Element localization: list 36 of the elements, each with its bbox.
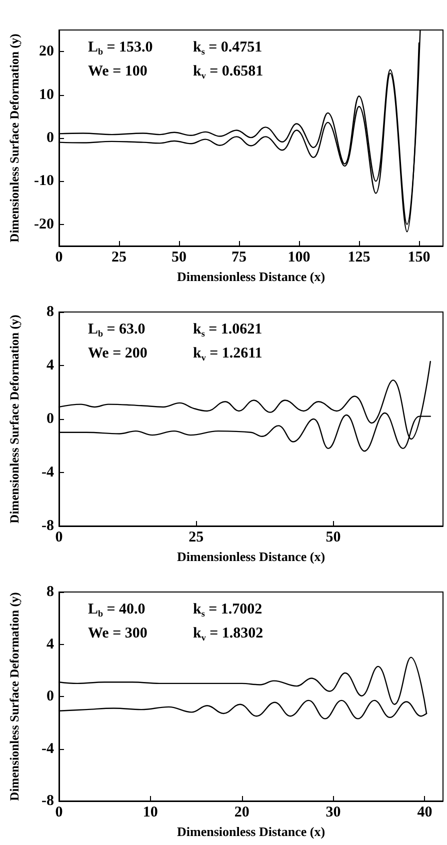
x-axis-title: Dimensionless Distance (x)	[176, 548, 326, 564]
y-tick-label: -4	[42, 740, 54, 757]
x-tick-label: 20	[234, 804, 250, 820]
x-tick-label: 50	[172, 250, 186, 266]
x-tick-label: 75	[232, 250, 246, 266]
x-tick-label: 25	[188, 530, 204, 546]
y-axis-title: Dimensionless Surface Deformation (y)	[8, 314, 22, 524]
x-tick-label: 10	[142, 804, 158, 820]
y-tick-label: 0	[46, 688, 54, 704]
x-tick-label: 30	[326, 804, 341, 820]
y-axis-title: Dimensionless Surface Deformation (y)	[8, 592, 22, 801]
y-axis-title: Dimensionless Surface Deformation (y)	[8, 34, 22, 242]
x-tick-label: 40	[417, 804, 432, 820]
x-axis-title: Dimensionless Distance (x)	[176, 268, 326, 284]
x-tick-label: 25	[112, 250, 126, 266]
y-tick-label: 8	[46, 304, 54, 320]
y-tick-label: 10	[39, 86, 54, 103]
y-tick-label: -10	[34, 173, 54, 190]
annotation: We = 200	[88, 346, 148, 362]
y-tick-label: 0	[46, 411, 54, 427]
x-tick-label: 100	[288, 250, 310, 266]
y-tick-label: 8	[46, 584, 54, 600]
y-tick-label: -8	[42, 793, 54, 809]
x-tick-label: 150	[408, 250, 430, 266]
annotation: We = 300	[88, 626, 148, 642]
x-axis-title: Dimensionless Distance (x)	[176, 824, 326, 839]
y-tick-label: 20	[39, 44, 54, 60]
x-tick-label: 50	[326, 530, 341, 546]
y-tick-label: -8	[42, 518, 54, 534]
y-tick-label: -20	[34, 216, 54, 232]
x-tick-label: 125	[348, 250, 370, 266]
y-tick-label: 0	[46, 130, 54, 146]
annotation: We = 100	[88, 64, 148, 80]
y-tick-label: 4	[46, 636, 54, 652]
y-tick-label: -4	[42, 464, 54, 480]
y-tick-label: 4	[46, 358, 54, 374]
